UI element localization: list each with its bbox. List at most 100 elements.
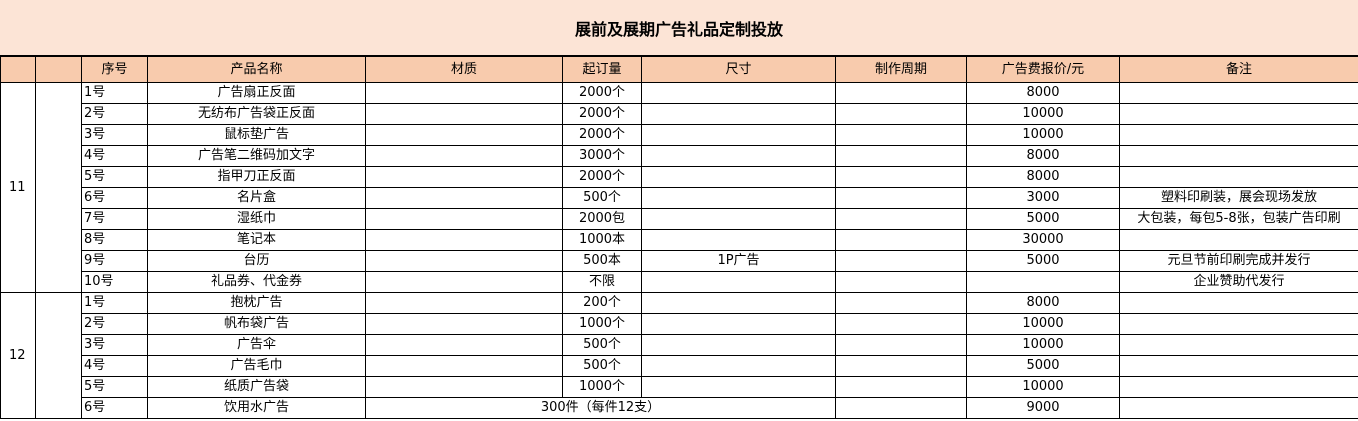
note-cell[interactable] — [1119, 313, 1358, 335]
material-cell[interactable] — [365, 124, 563, 146]
material-cell[interactable] — [365, 187, 563, 209]
period-cell[interactable] — [835, 124, 967, 146]
header-cell-blank[interactable] — [35, 56, 82, 83]
period-cell[interactable] — [835, 250, 967, 272]
blank-cell[interactable] — [35, 82, 82, 293]
price-cell[interactable]: 10000 — [966, 334, 1120, 356]
name-cell[interactable]: 广告扇正反面 — [147, 82, 366, 104]
note-cell[interactable] — [1119, 166, 1358, 188]
note-cell[interactable] — [1119, 376, 1358, 398]
no-cell[interactable]: 9号 — [81, 250, 148, 272]
no-cell[interactable]: 4号 — [81, 145, 148, 167]
no-cell[interactable]: 1号 — [81, 292, 148, 314]
price-cell[interactable]: 5000 — [966, 208, 1120, 230]
header-cell-month[interactable] — [0, 56, 36, 83]
size-cell[interactable] — [641, 334, 836, 356]
no-cell[interactable]: 6号 — [81, 187, 148, 209]
name-cell[interactable]: 无纺布广告袋正反面 — [147, 103, 366, 125]
note-cell[interactable]: 元旦节前印刷完成并发行 — [1119, 250, 1358, 272]
name-cell[interactable]: 饮用水广告 — [147, 397, 366, 419]
no-cell[interactable]: 7号 — [81, 208, 148, 230]
material-cell[interactable] — [365, 145, 563, 167]
period-cell[interactable] — [835, 292, 967, 314]
material-cell[interactable] — [365, 208, 563, 230]
period-cell[interactable] — [835, 376, 967, 398]
name-cell[interactable]: 指甲刀正反面 — [147, 166, 366, 188]
period-cell[interactable] — [835, 208, 967, 230]
note-cell[interactable] — [1119, 124, 1358, 146]
price-cell[interactable]: 5000 — [966, 250, 1120, 272]
material-cell[interactable] — [365, 103, 563, 125]
moq-cell[interactable]: 2000包 — [562, 208, 642, 230]
name-cell[interactable]: 鼠标垫广告 — [147, 124, 366, 146]
period-cell[interactable] — [835, 334, 967, 356]
size-cell[interactable] — [641, 313, 836, 335]
price-cell[interactable]: 9000 — [966, 397, 1120, 419]
period-cell[interactable] — [835, 166, 967, 188]
size-cell[interactable] — [641, 208, 836, 230]
header-price[interactable]: 广告费报价/元 — [966, 56, 1120, 83]
header-size[interactable]: 尺寸 — [641, 56, 836, 83]
moq-cell[interactable]: 1000个 — [562, 313, 642, 335]
period-cell[interactable] — [835, 103, 967, 125]
period-cell[interactable] — [835, 145, 967, 167]
moq-cell[interactable]: 2000个 — [562, 166, 642, 188]
note-cell[interactable] — [1119, 229, 1358, 251]
moq-cell[interactable]: 500本 — [562, 250, 642, 272]
material-cell[interactable] — [365, 355, 563, 377]
moq-cell[interactable]: 1000个 — [562, 376, 642, 398]
material-cell[interactable] — [365, 271, 563, 293]
material-cell[interactable] — [365, 166, 563, 188]
moq-cell[interactable]: 500个 — [562, 355, 642, 377]
name-cell[interactable]: 湿纸巾 — [147, 208, 366, 230]
no-cell[interactable]: 3号 — [81, 334, 148, 356]
moq-cell[interactable]: 2000个 — [562, 103, 642, 125]
period-cell[interactable] — [835, 82, 967, 104]
header-material[interactable]: 材质 — [365, 56, 563, 83]
material-cell[interactable] — [365, 292, 563, 314]
size-cell[interactable] — [641, 229, 836, 251]
note-cell[interactable] — [1119, 145, 1358, 167]
size-cell[interactable]: 1P广告 — [641, 250, 836, 272]
name-cell[interactable]: 广告伞 — [147, 334, 366, 356]
price-cell[interactable]: 8000 — [966, 166, 1120, 188]
period-cell[interactable] — [835, 355, 967, 377]
size-cell[interactable] — [641, 82, 836, 104]
name-cell[interactable]: 礼品券、代金券 — [147, 271, 366, 293]
size-cell[interactable] — [641, 166, 836, 188]
note-cell[interactable] — [1119, 334, 1358, 356]
price-cell[interactable]: 5000 — [966, 355, 1120, 377]
moq-cell[interactable]: 2000个 — [562, 82, 642, 104]
period-cell[interactable] — [835, 271, 967, 293]
size-cell[interactable] — [641, 124, 836, 146]
moq-cell[interactable]: 200个 — [562, 292, 642, 314]
no-cell[interactable]: 1号 — [81, 82, 148, 104]
name-cell[interactable]: 广告毛巾 — [147, 355, 366, 377]
size-cell[interactable] — [641, 145, 836, 167]
moq-cell[interactable]: 2000个 — [562, 124, 642, 146]
price-cell[interactable]: 30000 — [966, 229, 1120, 251]
name-cell[interactable]: 帆布袋广告 — [147, 313, 366, 335]
material-cell[interactable] — [365, 313, 563, 335]
price-cell[interactable]: 8000 — [966, 292, 1120, 314]
price-cell[interactable]: 8000 — [966, 145, 1120, 167]
note-cell[interactable] — [1119, 397, 1358, 419]
price-cell[interactable]: 10000 — [966, 313, 1120, 335]
size-cell[interactable] — [641, 292, 836, 314]
no-cell[interactable]: 2号 — [81, 103, 148, 125]
no-cell[interactable]: 2号 — [81, 313, 148, 335]
price-cell[interactable]: 3000 — [966, 187, 1120, 209]
size-cell[interactable] — [641, 271, 836, 293]
header-no[interactable]: 序号 — [81, 56, 148, 83]
note-cell[interactable] — [1119, 103, 1358, 125]
name-cell[interactable]: 笔记本 — [147, 229, 366, 251]
material-cell[interactable] — [365, 334, 563, 356]
size-cell[interactable] — [641, 103, 836, 125]
header-moq[interactable]: 起订量 — [562, 56, 642, 83]
no-cell[interactable]: 6号 — [81, 397, 148, 419]
name-cell[interactable]: 名片盒 — [147, 187, 366, 209]
note-cell[interactable]: 企业赞助代发行 — [1119, 271, 1358, 293]
material-cell[interactable] — [365, 376, 563, 398]
no-cell[interactable]: 5号 — [81, 376, 148, 398]
size-cell[interactable] — [641, 376, 836, 398]
